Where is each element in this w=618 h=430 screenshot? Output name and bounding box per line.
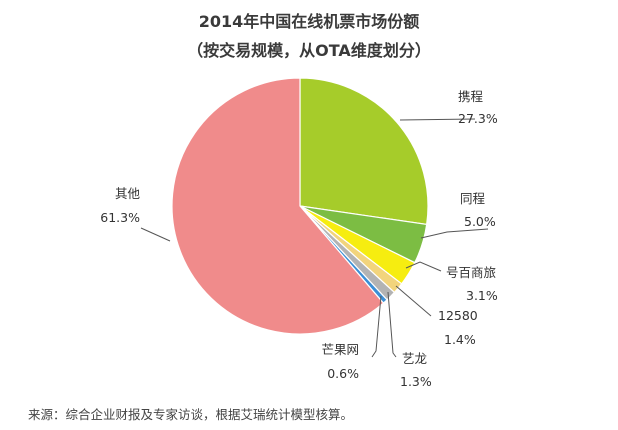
source-note: 来源：综合企业财报及专家访谈，根据艾瑞统计模型核算。 [28, 407, 354, 422]
leader-line-3 [395, 285, 432, 317]
leader-line-0 [399, 118, 476, 121]
slice-name-label: 同程 [460, 191, 486, 206]
chart-subtitle: （按交易规模，从OTA维度划分） [187, 41, 431, 60]
slice-name-label: 携程 [458, 89, 484, 104]
slice-value-label: 0.6% [327, 366, 359, 381]
slice-name-label: 艺龙 [402, 351, 427, 366]
leader-line-5 [371, 295, 382, 358]
pie-slice-6 [171, 77, 385, 335]
pie-slice-0 [299, 77, 429, 226]
slice-value-label: 5.0% [464, 214, 496, 229]
leader-line-6 [140, 227, 171, 242]
leader-line-4 [387, 291, 397, 358]
slice-name-label: 芒果网 [321, 342, 359, 357]
slice-value-label: 27.3% [458, 111, 498, 126]
slice-value-label: 3.1% [466, 288, 498, 303]
slice-name-label: 12580 [438, 308, 478, 323]
slice-value-label: 61.3% [100, 210, 140, 225]
slice-name-label: 号百商旅 [446, 265, 496, 280]
leader-line-2 [405, 261, 442, 272]
slice-value-label: 1.4% [444, 332, 476, 347]
chart-title: 2014年中国在线机票市场份额 [198, 12, 420, 31]
slice-name-label: 其他 [115, 186, 141, 201]
slice-value-label: 1.3% [400, 374, 432, 389]
leader-line-1 [420, 228, 489, 239]
